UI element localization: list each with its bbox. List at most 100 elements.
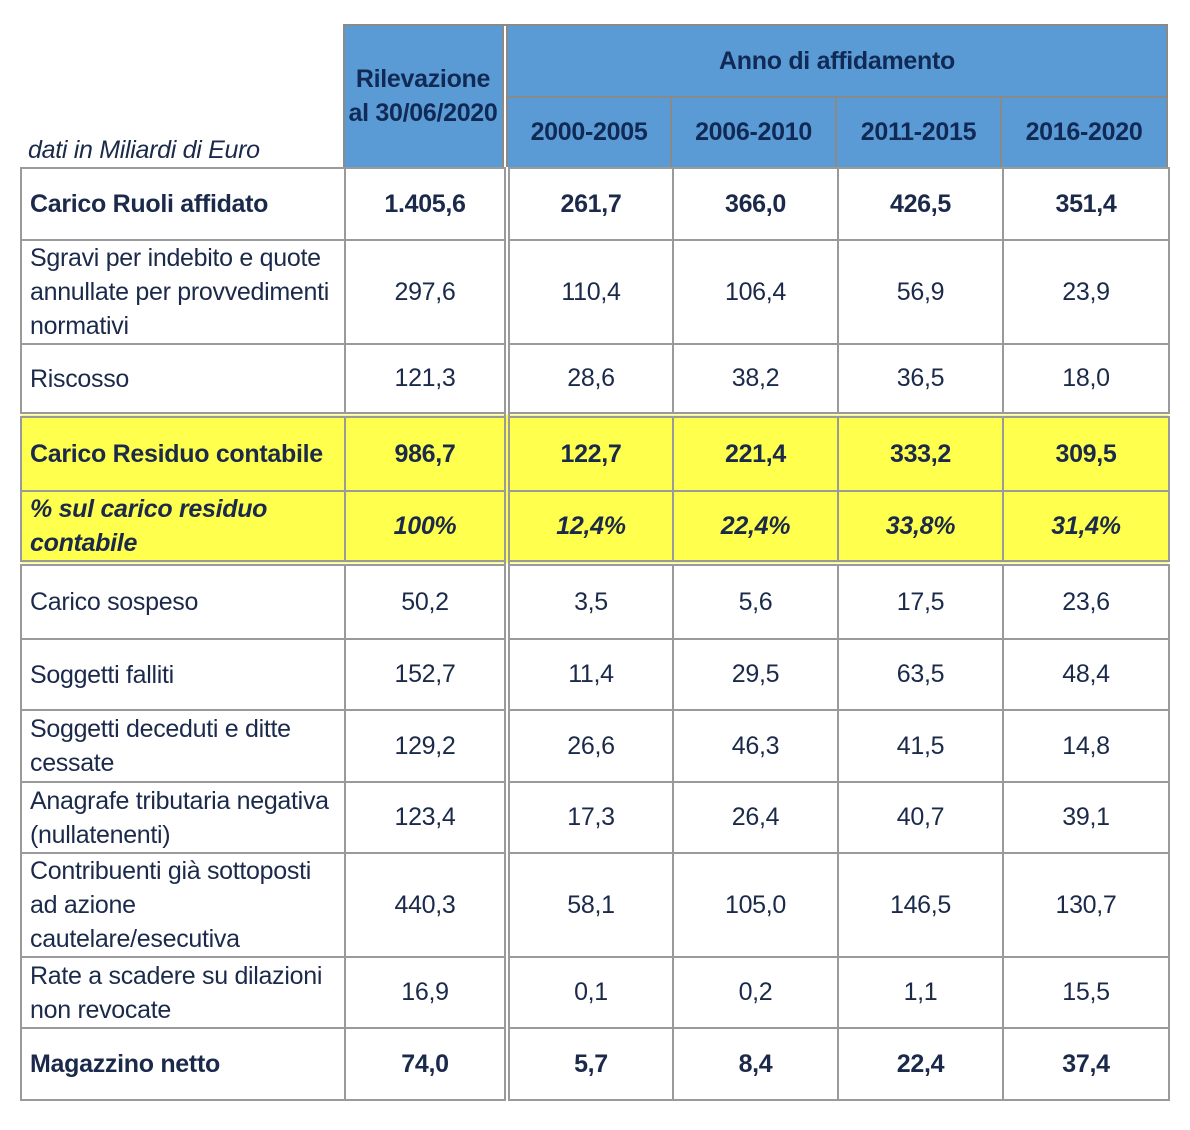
cell-value: 29,5 xyxy=(672,638,839,711)
row-label: % sul carico residuo contabile xyxy=(20,490,346,564)
header-period: 2011-2015 xyxy=(836,97,1001,167)
cell-value: 106,4 xyxy=(672,239,839,345)
table-row: Soggetti falliti 152,7 11,4 29,5 63,5 48… xyxy=(20,638,1170,711)
cell-value: 121,3 xyxy=(344,343,508,416)
cell-value: 0,2 xyxy=(672,956,839,1029)
header-period-label: 2016-2020 xyxy=(1025,118,1143,146)
header-rilevazione: Rilevazione al 30/06/2020 xyxy=(344,24,502,167)
cell-value: 37,4 xyxy=(1002,1027,1170,1101)
cell-value: 129,2 xyxy=(344,709,508,783)
cell-value: 17,5 xyxy=(837,560,1004,640)
row-label: Contribuenti già sottoposti ad azione ca… xyxy=(20,852,346,958)
cell-value: 48,4 xyxy=(1002,638,1170,711)
cell-value: 333,2 xyxy=(837,412,1004,492)
cell-value: 8,4 xyxy=(672,1027,839,1101)
cell-value: 23,6 xyxy=(1002,560,1170,640)
table-row: Contribuenti già sottoposti ad azione ca… xyxy=(20,852,1170,958)
cell-value: 1.405,6 xyxy=(344,167,508,241)
table-row: % sul carico residuo contabile 100% 12,4… xyxy=(20,490,1170,564)
cell-value: 440,3 xyxy=(344,852,508,958)
cell-value: 261,7 xyxy=(504,167,674,241)
cell-value: 26,6 xyxy=(504,709,674,783)
table-row: Magazzino netto 74,0 5,7 8,4 22,4 37,4 xyxy=(20,1027,1170,1101)
row-label: Carico Residuo contabile xyxy=(20,412,346,492)
cell-value: 426,5 xyxy=(837,167,1004,241)
cell-value: 22,4 xyxy=(837,1027,1004,1101)
table-row: Riscosso 121,3 28,6 38,2 36,5 18,0 xyxy=(20,343,1170,416)
header-divider xyxy=(502,24,504,167)
cell-value: 17,3 xyxy=(504,781,674,854)
row-label: Soggetti deceduti e ditte cessate xyxy=(20,709,346,783)
row-label: Soggetti falliti xyxy=(20,638,346,711)
cell-value: 122,7 xyxy=(504,412,674,492)
cell-value: 46,3 xyxy=(672,709,839,783)
cell-value: 56,9 xyxy=(837,239,1004,345)
cell-value: 22,4% xyxy=(672,490,839,564)
cell-value: 36,5 xyxy=(837,343,1004,416)
units-note: dati in Miliardi di Euro xyxy=(28,136,260,164)
cell-value: 123,4 xyxy=(344,781,508,854)
header-anno-label: Anno di affidamento xyxy=(719,46,955,75)
header-divider xyxy=(506,24,508,167)
data-table: Carico Ruoli affidato 1.405,6 261,7 366,… xyxy=(20,167,1170,1101)
cell-value: 12,4% xyxy=(504,490,674,564)
cell-value: 11,4 xyxy=(504,638,674,711)
cell-value: 14,8 xyxy=(1002,709,1170,783)
row-label: Anagrafe tributaria negativa (nullatenen… xyxy=(20,781,346,854)
table-row: Sgravi per indebito e quote annullate pe… xyxy=(20,239,1170,345)
table-row: Carico sospeso 50,2 3,5 5,6 17,5 23,6 xyxy=(20,560,1170,640)
header-divider xyxy=(507,96,1167,98)
row-label: Carico Ruoli affidato xyxy=(20,167,346,241)
table-row: Carico Residuo contabile 986,7 122,7 221… xyxy=(20,412,1170,492)
table-row: Soggetti deceduti e ditte cessate 129,2 … xyxy=(20,709,1170,783)
header-divider xyxy=(835,97,837,167)
header-rilevazione-label: Rilevazione al 30/06/2020 xyxy=(348,64,498,127)
cell-value: 130,7 xyxy=(1002,852,1170,958)
header-period-label: 2011-2015 xyxy=(860,118,977,146)
row-label: Sgravi per indebito e quote annullate pe… xyxy=(20,239,346,345)
header-divider xyxy=(670,97,672,167)
cell-value: 5,7 xyxy=(504,1027,674,1101)
cell-value: 63,5 xyxy=(837,638,1004,711)
cell-value: 26,4 xyxy=(672,781,839,854)
cell-value: 366,0 xyxy=(672,167,839,241)
header-period-label: 2000-2005 xyxy=(530,118,648,146)
row-label: Magazzino netto xyxy=(20,1027,346,1101)
header-period: 2006-2010 xyxy=(671,97,836,167)
cell-value: 33,8% xyxy=(837,490,1004,564)
header-period: 2016-2020 xyxy=(1001,97,1167,167)
cell-value: 351,4 xyxy=(1002,167,1170,241)
cell-value: 0,1 xyxy=(504,956,674,1029)
table-row: Rate a scadere su dilazioni non revocate… xyxy=(20,956,1170,1029)
cell-value: 58,1 xyxy=(504,852,674,958)
row-label: Carico sospeso xyxy=(20,560,346,640)
cell-value: 100% xyxy=(344,490,508,564)
cell-value: 38,2 xyxy=(672,343,839,416)
cell-value: 16,9 xyxy=(344,956,508,1029)
cell-value: 221,4 xyxy=(672,412,839,492)
cell-value: 5,6 xyxy=(672,560,839,640)
cell-value: 152,7 xyxy=(344,638,508,711)
row-label: Riscosso xyxy=(20,343,346,416)
table-row: Carico Ruoli affidato 1.405,6 261,7 366,… xyxy=(20,167,1170,241)
cell-value: 297,6 xyxy=(344,239,508,345)
cell-value: 39,1 xyxy=(1002,781,1170,854)
cell-value: 50,2 xyxy=(344,560,508,640)
cell-value: 146,5 xyxy=(837,852,1004,958)
header-period: 2000-2005 xyxy=(507,97,671,167)
cell-value: 15,5 xyxy=(1002,956,1170,1029)
cell-value: 1,1 xyxy=(837,956,1004,1029)
cell-value: 40,7 xyxy=(837,781,1004,854)
cell-value: 3,5 xyxy=(504,560,674,640)
cell-value: 105,0 xyxy=(672,852,839,958)
row-label: Rate a scadere su dilazioni non revocate xyxy=(20,956,346,1029)
header-divider xyxy=(343,24,345,167)
cell-value: 41,5 xyxy=(837,709,1004,783)
cell-value: 23,9 xyxy=(1002,239,1170,345)
header-divider xyxy=(1166,24,1168,167)
header-divider xyxy=(343,24,1168,26)
cell-value: 986,7 xyxy=(344,412,508,492)
table-row: Anagrafe tributaria negativa (nullatenen… xyxy=(20,781,1170,854)
cell-value: 31,4% xyxy=(1002,490,1170,564)
header-anno: Anno di affidamento xyxy=(507,24,1167,97)
